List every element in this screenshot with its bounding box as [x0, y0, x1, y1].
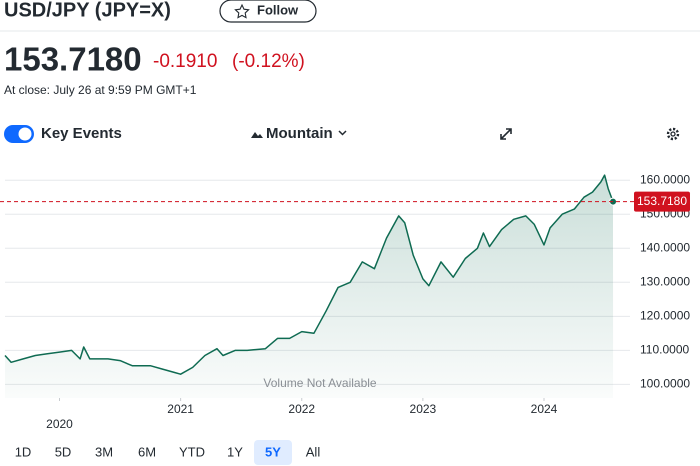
mountain-icon: [251, 132, 263, 138]
chart-style[interactable]: Mountain: [266, 125, 333, 142]
settings-icon[interactable]: [666, 127, 680, 141]
toggle-knob: [18, 127, 32, 141]
y-tick-label: 100.0000: [640, 377, 690, 391]
range-button[interactable]: 5D: [55, 444, 72, 459]
quote-title: USD/JPY (JPY=X): [4, 0, 171, 21]
area-fill: [5, 175, 614, 398]
change-percent: (-0.12%): [232, 51, 305, 72]
chevron: [338, 130, 347, 136]
range-selected-bg: [254, 440, 292, 465]
close-note: At close: July 26 at 9:59 PM GMT+1: [4, 83, 197, 97]
y-tick-label: 160.0000: [640, 172, 690, 186]
x-tick-label: 2020: [46, 417, 73, 431]
y-tick-label: 130.0000: [640, 274, 690, 288]
star-icon: [234, 3, 250, 19]
y-tick-label: 120.0000: [640, 309, 690, 323]
y-tick-label: 140.0000: [640, 240, 690, 254]
plot: 100.0000 110.0000 120.0000 130.0000 140.0000…: [0, 172, 690, 431]
reference-label: 153.7180: [637, 194, 687, 208]
range-button[interactable]: 3M: [95, 444, 113, 459]
price: 153.7180: [4, 41, 142, 78]
price-line: [4, 174, 614, 375]
x-tick-label: 2021: [167, 402, 194, 416]
annotation: Volume Not Available: [263, 376, 377, 390]
y-tick-label: 110.0000: [640, 343, 689, 357]
range-button[interactable]: 1Y: [227, 444, 243, 459]
range-button[interactable]: 1D: [15, 444, 32, 459]
expand-icon[interactable]: [500, 128, 512, 140]
range-button[interactable]: 5Y: [265, 444, 281, 459]
range-button[interactable]: All: [306, 444, 321, 459]
x-tick-label: 2022: [288, 402, 315, 416]
range-bar: 1D 5D 3M 6M YTD 1Y 5Y All: [15, 440, 321, 465]
key-events-label[interactable]: Key Events: [41, 125, 122, 142]
range-button[interactable]: 6M: [138, 444, 156, 459]
change: -0.1910: [153, 51, 217, 72]
range-button[interactable]: YTD: [179, 444, 205, 459]
x-tick-label: 2023: [410, 402, 437, 416]
x-tick-label: 2024: [531, 402, 558, 416]
reference-label-box: [634, 191, 690, 212]
settings-icon-center: [670, 131, 676, 137]
follow-label: Follow: [257, 2, 299, 17]
